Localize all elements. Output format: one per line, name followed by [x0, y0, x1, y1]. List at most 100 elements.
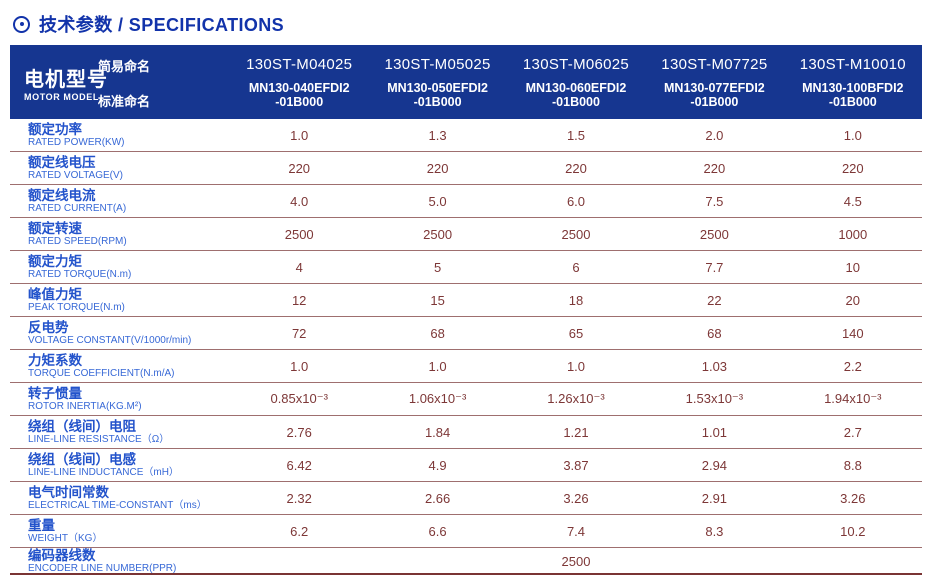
value-cell: 4 — [295, 259, 303, 275]
table-row-rated-voltage: 额定线电压 RATED VOLTAGE(V) 220 220 220 220 2… — [10, 152, 922, 185]
row-label-en: ELECTRICAL TIME-CONSTANT（ms） — [28, 499, 207, 511]
value-cell: 8.3 — [705, 523, 724, 539]
model-simple-name: 130ST-M04025 — [246, 56, 353, 73]
row-label-en: RATED TORQUE(N.m) — [28, 268, 132, 280]
row-label-cn: 力矩系数 — [28, 352, 82, 368]
value-cell: 1.21 — [563, 424, 589, 440]
value-cell: 2.0 — [705, 127, 724, 143]
value-cell: 1.53x10⁻³ — [685, 391, 744, 406]
value-cell: 1.0 — [428, 358, 447, 374]
value-cell: 3.87 — [563, 457, 589, 473]
row-label-cn: 反电势 — [28, 319, 69, 335]
value-cell: 8.8 — [843, 457, 862, 473]
column-header-model-2: 130ST-M05025 MN130-050EFDI2 -01B000 — [368, 54, 506, 110]
model-simple-name: 130ST-M06025 — [522, 56, 630, 73]
row-label-cn: 重量 — [28, 517, 55, 533]
row-label: 额定线电压 RATED VOLTAGE(V) — [10, 155, 230, 182]
value-cell: 68 — [707, 325, 722, 341]
value-cell: 7.4 — [566, 523, 586, 539]
row-label: 额定线电流 RATED CURRENT(A) — [10, 188, 230, 215]
value-cell: 2500 — [284, 226, 314, 242]
row-label-en: LINE-LINE INDUCTANCE（mH） — [28, 466, 179, 478]
specifications-table: 电机型号 MOTOR MODEL 简易命名 标准命名 130ST-M04025 … — [10, 45, 922, 575]
value-cell: 65 — [568, 325, 584, 341]
value-cell: 2.32 — [286, 490, 312, 506]
model-standard-line1: MN130-100BFDI2 — [802, 80, 904, 95]
model-standard-line1: MN130-060EFDI2 — [525, 80, 627, 95]
value-cell: 2.91 — [701, 490, 728, 506]
row-label-en: PEAK TORQUE(N.m) — [28, 301, 125, 313]
model-standard-name: MN130-050EFDI2 -01B000 — [368, 81, 506, 111]
motor-model-label-cn: 电机型号 — [24, 68, 108, 91]
model-standard-name: MN130-060EFDI2 -01B000 — [507, 81, 645, 111]
model-simple-name: 130ST-M05025 — [384, 56, 491, 73]
column-header-model-3: 130ST-M06025 MN130-060EFDI2 -01B000 — [507, 54, 645, 110]
row-label-en: RATED VOLTAGE(V) — [28, 169, 124, 181]
value-cell: 1000 — [838, 226, 868, 242]
row-label-cn: 绕组（线间）电感 — [28, 451, 136, 467]
value-cell: 6.6 — [428, 523, 447, 539]
row-label: 额定力矩 RATED TORQUE(N.m) — [10, 254, 230, 281]
row-label: 编码器线数 ENCODER LINE NUMBER(PPR) — [10, 548, 230, 575]
table-row-rated-power: 额定功率 RATED POWER(KW) 1.0 1.3 1.5 2.0 1.0 — [10, 119, 922, 152]
model-standard-line2: -01B000 — [552, 95, 600, 110]
table-row-voltage-constant: 反电势 VOLTAGE CONSTANT(V/1000r/min) 72 68 … — [10, 317, 922, 350]
section-title: 技术参数 / SPECIFICATIONS — [13, 8, 922, 40]
value-cell: 3.26 — [563, 490, 589, 506]
row-label-cn: 电气时间常数 — [28, 484, 109, 500]
model-standard-line1: MN130-077EFDI2 — [664, 80, 765, 95]
value-cell: 1.26x10⁻³ — [547, 391, 605, 406]
value-cell: 2.7 — [843, 424, 862, 440]
row-label-cn: 峰值力矩 — [28, 286, 82, 302]
row-label-en: RATED SPEED(RPM) — [28, 235, 127, 247]
row-label-en: WEIGHT（KG） — [28, 532, 103, 544]
row-label-cn: 绕组（线间）电阻 — [28, 418, 136, 434]
row-label: 绕组（线间）电阻 LINE-LINE RESISTANCE（Ω） — [10, 419, 230, 446]
page-title: 技术参数 / SPECIFICATIONS — [39, 15, 285, 35]
row-label: 额定功率 RATED POWER(KW) — [10, 122, 230, 149]
row-label-cn: 额定转速 — [28, 220, 82, 236]
circle-dot-icon-center — [19, 22, 24, 26]
value-cell: 2500 — [699, 226, 729, 242]
value-cell: 1.0 — [290, 358, 309, 374]
value-cell: 6 — [572, 259, 580, 275]
row-label-cn: 额定线电压 — [28, 154, 96, 170]
value-cell: 3.26 — [840, 490, 866, 506]
motor-model-label-en: MOTOR MODEL — [24, 91, 99, 102]
circle-dot-icon — [13, 15, 30, 33]
row-label-en: ROTOR INERTIA(KG.M²) — [28, 400, 142, 412]
model-standard-line1: MN130-050EFDI2 — [387, 80, 488, 95]
value-cell: 2.2 — [843, 358, 862, 374]
value-cell: 1.0 — [566, 358, 586, 374]
model-standard-line2: -01B000 — [690, 95, 739, 110]
column-header-model-1: 130ST-M04025 MN130-040EFDI2 -01B000 — [230, 54, 368, 110]
row-label-cn: 转子惯量 — [28, 385, 82, 401]
value-cell: 22 — [707, 292, 722, 308]
value-cell: 220 — [565, 160, 587, 176]
value-cell: 7.7 — [705, 259, 724, 275]
value-cell: 1.0 — [290, 127, 309, 143]
value-cell: 2500 — [561, 226, 591, 242]
standard-name-label: 标准命名 — [98, 94, 151, 109]
value-cell: 7.5 — [705, 193, 724, 209]
value-cell: 140 — [841, 325, 864, 341]
row-label-cn: 编码器线数 — [28, 548, 96, 563]
model-standard-name: MN130-100BFDI2 -01B000 — [784, 81, 922, 111]
table-row-weight: 重量 WEIGHT（KG） 6.2 6.6 7.4 8.3 10.2 — [10, 515, 922, 548]
row-label-cn: 额定功率 — [28, 121, 82, 137]
simple-name-label: 简易命名 — [98, 59, 151, 74]
table-row-torque-coefficient: 力矩系数 TORQUE COEFFICIENT(N.m/A) 1.0 1.0 1… — [10, 350, 922, 383]
value-cell-merged: 2500 — [561, 553, 591, 569]
model-standard-line1: MN130-040EFDI2 — [248, 80, 350, 95]
value-cell: 2500 — [423, 226, 453, 242]
value-cell: 1.3 — [428, 127, 447, 143]
table-row-rotor-inertia: 转子惯量 ROTOR INERTIA(KG.M²) 0.85x10⁻³ 1.06… — [10, 383, 922, 416]
value-cell: 10 — [845, 259, 861, 275]
row-label-en: ENCODER LINE NUMBER(PPR) — [28, 563, 177, 575]
column-header-model-4: 130ST-M07725 MN130-077EFDI2 -01B000 — [645, 54, 783, 110]
row-label-en: VOLTAGE CONSTANT(V/1000r/min) — [28, 334, 192, 346]
value-cell: 2.66 — [424, 490, 451, 506]
row-label: 额定转速 RATED SPEED(RPM) — [10, 221, 230, 248]
value-cell: 15 — [430, 292, 445, 308]
row-label-cn: 额定力矩 — [28, 253, 82, 269]
